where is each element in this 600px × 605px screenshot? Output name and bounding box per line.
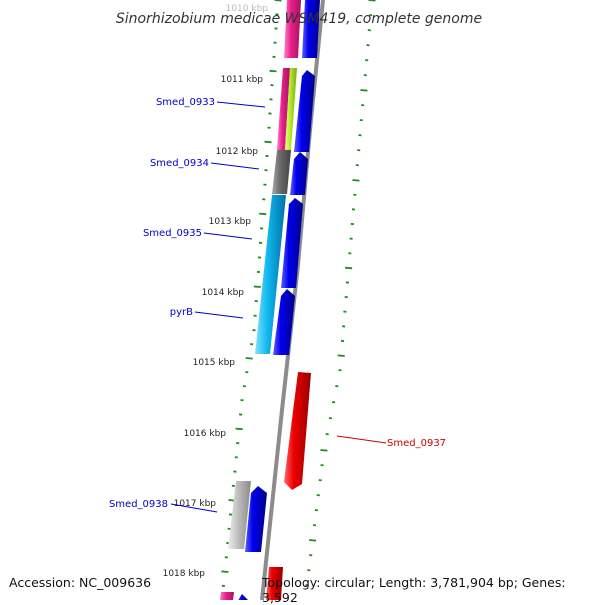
- major-tick-mark: [338, 355, 345, 356]
- gene-label-smed-0934[interactable]: Smed_0934: [150, 158, 209, 169]
- major-tick-mark: [270, 71, 277, 72]
- major-tick-mark: [321, 450, 328, 451]
- map-title: Sinorhizobium medicae WSM419, complete g…: [116, 11, 482, 27]
- kbp-label: 1013 kbp: [209, 217, 252, 227]
- gene-label-smed-0938[interactable]: Smed_0938: [109, 499, 168, 510]
- major-tick-mark: [265, 142, 272, 143]
- major-tick-mark: [236, 429, 243, 430]
- forward-gene-arrow[interactable]: [290, 152, 308, 195]
- major-tick-mark: [259, 214, 266, 215]
- forward-gene-arrow[interactable]: [273, 289, 295, 355]
- gene-label-smed-0935[interactable]: Smed_0935: [143, 228, 202, 239]
- gene-label-pyrb[interactable]: pyrB: [170, 307, 193, 318]
- reverse-gene-arrow[interactable]: [284, 372, 311, 490]
- accession-text: Accession: NC_009636: [9, 575, 151, 590]
- major-tick-mark: [275, 0, 282, 1]
- forward-gene-arrow[interactable]: [302, 0, 320, 58]
- kbp-label: 1018 kbp: [163, 569, 206, 579]
- gene-block-gray[interactable]: [272, 150, 291, 194]
- gene-block-magenta[interactable]: [284, 0, 301, 58]
- major-tick-mark: [353, 180, 360, 181]
- major-tick-mark: [309, 540, 316, 541]
- kbp-label: 1016 kbp: [184, 429, 227, 439]
- gene-label-smed-0937[interactable]: Smed_0937: [387, 438, 446, 449]
- kbp-label: 1014 kbp: [202, 288, 245, 298]
- forward-gene-arrow[interactable]: [237, 594, 250, 600]
- gene-block-magenta[interactable]: [220, 592, 234, 600]
- kbp-label: 1015 kbp: [193, 358, 236, 368]
- gene-label-smed-0933[interactable]: Smed_0933: [156, 97, 215, 108]
- major-tick-mark: [369, 0, 376, 1]
- kbp-label: 1017 kbp: [174, 499, 217, 509]
- major-tick-mark: [361, 90, 368, 91]
- genome-summary-text: Topology: circular; Length: 3,781,904 bp…: [262, 575, 600, 605]
- kbp-label: 1012 kbp: [216, 147, 259, 157]
- kbp-label: 1011 kbp: [221, 75, 264, 85]
- major-tick-mark: [246, 358, 253, 359]
- forward-gene-arrow[interactable]: [294, 70, 315, 152]
- major-tick-mark: [221, 571, 228, 572]
- major-tick-mark: [345, 268, 352, 269]
- major-tick-mark: [254, 286, 261, 287]
